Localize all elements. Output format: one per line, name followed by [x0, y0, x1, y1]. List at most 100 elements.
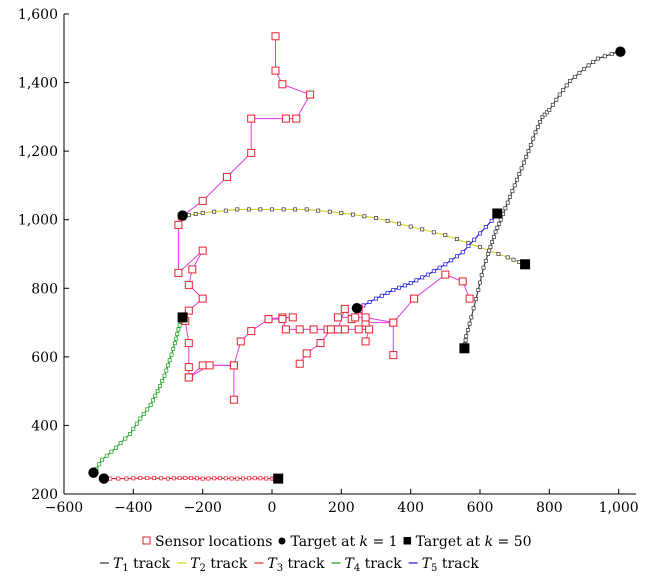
- sensor-location-point: [198, 361, 207, 370]
- track-estimate-point: [488, 245, 493, 250]
- track-estimate-point: [123, 436, 128, 441]
- track-estimate-point: [437, 265, 442, 270]
- target-k50-point: [459, 343, 470, 354]
- y-tick-label: 1,000: [18, 213, 58, 229]
- sensor-location-point: [295, 359, 304, 368]
- sensor-location-point: [236, 337, 245, 346]
- sensor-location-point: [281, 325, 290, 334]
- track-estimate-point: [171, 346, 176, 351]
- track-estimate-point: [177, 323, 182, 328]
- track-estimate-point: [223, 476, 228, 481]
- track-estimate-point: [138, 416, 143, 421]
- track-estimate-point: [212, 209, 217, 214]
- track-estimate-point: [166, 363, 170, 368]
- track-estimate-point: [572, 74, 577, 79]
- track-estimate-point: [172, 341, 177, 346]
- y-tick-label: 800: [31, 281, 58, 297]
- track-estimate-point: [408, 281, 413, 286]
- sensor-path-line-3: [299, 274, 471, 364]
- y-tick-label: 600: [31, 350, 58, 366]
- target-k1-point: [88, 467, 99, 478]
- track-line-t4: [93, 317, 183, 474]
- sensor-location-point: [188, 265, 197, 274]
- track-estimate-point: [508, 194, 512, 199]
- track-estimate-point: [175, 332, 180, 336]
- legend-track-label-t5: T5 track: [422, 556, 480, 574]
- track-estimate-point: [478, 280, 482, 285]
- target-k1-point: [615, 46, 626, 57]
- sensor-location-point: [198, 196, 207, 205]
- track-estimate-point: [235, 207, 240, 212]
- sensor-location-point: [340, 325, 349, 334]
- y-tick-label: 1,400: [18, 76, 58, 92]
- sensor-location-point: [247, 327, 256, 336]
- sensor-location-point: [389, 318, 398, 327]
- track-estimate-point: [171, 476, 176, 481]
- track-estimate-point: [152, 476, 157, 481]
- track-estimate-point: [505, 200, 510, 205]
- track-estimate-point: [528, 142, 533, 147]
- track-estimate-point: [466, 244, 471, 248]
- x-tick-label: −200: [183, 500, 221, 516]
- track-estimate-point: [200, 210, 205, 215]
- track-estimate-point: [246, 476, 251, 481]
- track-estimate-point: [538, 120, 543, 124]
- track-estimate-point: [420, 227, 425, 232]
- x-tick-label: −600: [45, 500, 83, 516]
- track-estimate-point: [270, 207, 274, 212]
- sensor-location-point: [465, 294, 474, 303]
- sensor-location-point: [306, 90, 315, 99]
- track-estimate-point: [577, 70, 582, 75]
- x-tick-label: 0: [268, 500, 277, 516]
- track-estimate-point: [218, 476, 222, 481]
- track-estimate-point: [362, 214, 367, 219]
- sensor-location-point: [333, 313, 342, 322]
- track-estimate-point: [374, 296, 378, 301]
- track-estimate-point: [385, 218, 390, 223]
- track-estimate-point: [517, 172, 522, 176]
- track-estimate-point: [169, 352, 174, 357]
- track-estimate-point: [281, 207, 286, 212]
- track-estimate-point: [193, 212, 198, 216]
- track-estimate-point: [420, 275, 425, 280]
- track-estimate-point: [127, 432, 132, 436]
- x-tick-label: 400: [397, 500, 424, 516]
- sensor-location-point: [295, 325, 304, 334]
- sensor-location-point: [278, 315, 287, 324]
- track-estimate-point: [252, 476, 257, 481]
- track-estimate-point: [151, 398, 155, 403]
- legend-label-2: Target at k = 1: [290, 534, 397, 550]
- x-tick-label: 1,000: [599, 500, 639, 516]
- track-estimate-point: [463, 338, 468, 343]
- track-estimate-point: [443, 262, 448, 267]
- sensor-location-point: [278, 80, 287, 89]
- track-estimate-point: [531, 136, 536, 141]
- target-k50-point: [520, 259, 531, 270]
- track-estimate-point: [206, 476, 211, 481]
- track-estimate-point: [483, 258, 488, 263]
- sensor-location-point: [229, 395, 238, 404]
- track-estimate-point: [367, 300, 372, 304]
- sensor-location-point: [264, 315, 273, 324]
- track-estimate-point: [483, 225, 488, 230]
- track-estimate-point: [241, 476, 246, 481]
- track-estimate-point: [547, 108, 552, 112]
- track-line-t5: [356, 214, 498, 310]
- track-estimate-point: [471, 306, 476, 311]
- legend-label-1: Sensor locations: [155, 534, 272, 550]
- legend-track-label-t1: T1 track: [113, 556, 171, 574]
- track-estimate-point: [515, 177, 519, 182]
- track-estimate-point: [293, 207, 298, 212]
- sensor-location-point: [247, 114, 256, 123]
- sensor-location-point: [441, 270, 450, 279]
- target-k1-point: [98, 473, 110, 484]
- sensor-location-point: [410, 294, 419, 303]
- track-estimate-point: [568, 78, 573, 83]
- target-k50-point: [492, 208, 503, 219]
- track-estimate-point: [131, 476, 136, 481]
- track-estimate-point: [495, 225, 500, 230]
- x-tick-label: −400: [114, 500, 152, 516]
- track-estimate-point: [521, 160, 526, 165]
- track-estimate-point: [464, 334, 469, 339]
- legend-marker-target-k50: [403, 537, 412, 545]
